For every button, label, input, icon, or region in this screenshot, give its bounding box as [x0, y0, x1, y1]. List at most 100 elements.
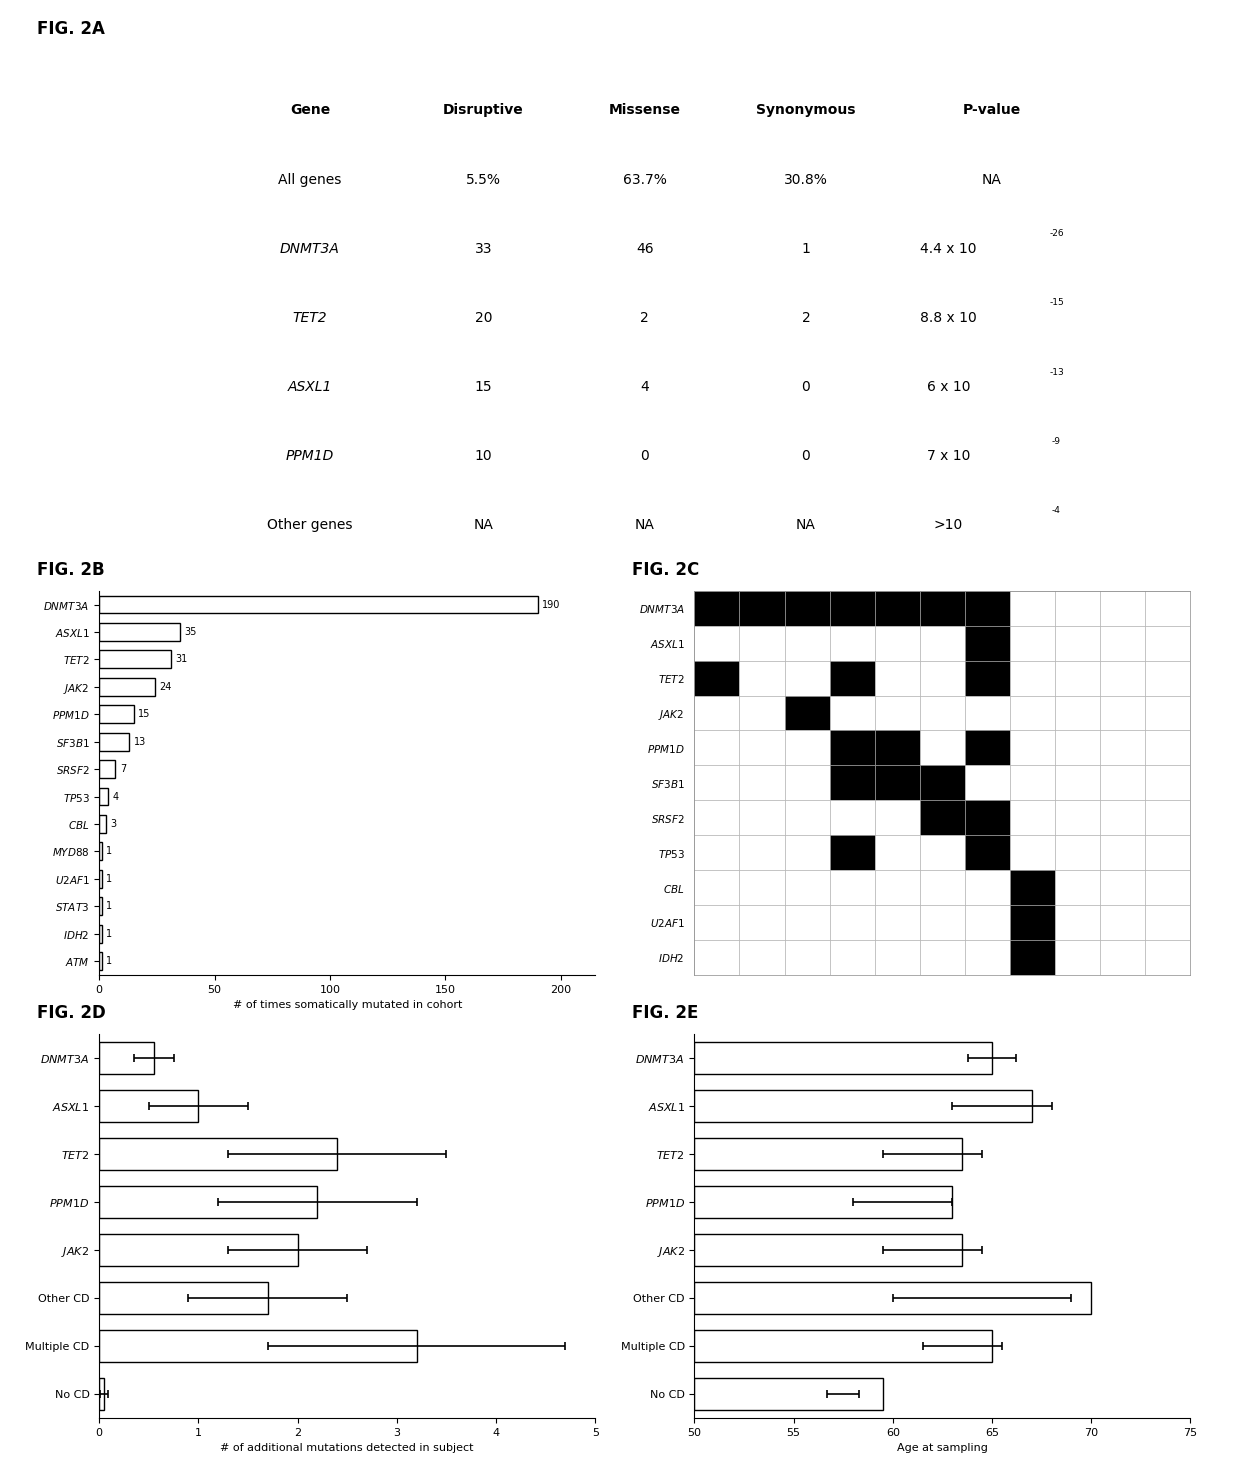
Text: Disruptive: Disruptive: [443, 103, 525, 118]
Bar: [1100, 905, 1146, 939]
Text: -9: -9: [1052, 437, 1061, 446]
Text: NA: NA: [635, 518, 655, 532]
Bar: [830, 660, 874, 696]
Bar: [874, 591, 920, 626]
Bar: [99, 1090, 198, 1121]
Bar: [1100, 660, 1146, 696]
Bar: [694, 835, 739, 870]
Bar: [1146, 835, 1190, 870]
Text: DNMT3A: DNMT3A: [280, 242, 340, 256]
Text: -13: -13: [1049, 368, 1064, 377]
Text: -26: -26: [1049, 229, 1064, 238]
Bar: [694, 905, 739, 939]
Bar: [99, 595, 537, 613]
Text: FIG. 2E: FIG. 2E: [632, 1004, 699, 1022]
Text: 10: 10: [475, 449, 492, 464]
Bar: [785, 696, 830, 731]
Bar: [965, 731, 1011, 765]
Text: 15: 15: [139, 709, 151, 719]
Bar: [99, 953, 102, 970]
Text: 0: 0: [640, 449, 650, 464]
Bar: [739, 696, 785, 731]
Bar: [1055, 626, 1100, 660]
Bar: [1100, 591, 1146, 626]
Text: 190: 190: [542, 600, 560, 610]
Bar: [965, 626, 1011, 660]
Bar: [694, 626, 739, 660]
Text: FIG. 2D: FIG. 2D: [37, 1004, 105, 1022]
Text: 0: 0: [801, 380, 811, 394]
Bar: [874, 905, 920, 939]
Bar: [830, 801, 874, 835]
Bar: [965, 801, 1011, 835]
Bar: [694, 696, 739, 731]
Bar: [694, 731, 739, 765]
Text: FIG. 2A: FIG. 2A: [37, 21, 105, 38]
Bar: [785, 835, 830, 870]
Bar: [1011, 696, 1055, 731]
Bar: [739, 905, 785, 939]
Bar: [830, 591, 874, 626]
Bar: [99, 870, 102, 888]
Text: 1: 1: [801, 242, 811, 256]
Bar: [965, 835, 1011, 870]
Bar: [694, 1043, 992, 1074]
Bar: [694, 1331, 992, 1362]
Bar: [99, 1331, 417, 1362]
Bar: [1100, 696, 1146, 731]
Bar: [1100, 765, 1146, 801]
Text: PPM1D: PPM1D: [286, 449, 334, 464]
Bar: [830, 835, 874, 870]
Text: ASXL1: ASXL1: [288, 380, 332, 394]
X-axis label: Age at sampling: Age at sampling: [897, 1443, 988, 1453]
Bar: [739, 591, 785, 626]
Bar: [1011, 939, 1055, 975]
Bar: [99, 925, 102, 942]
Bar: [785, 939, 830, 975]
Bar: [1146, 626, 1190, 660]
Text: P-value: P-value: [963, 103, 1021, 118]
Bar: [874, 696, 920, 731]
Text: 2: 2: [801, 310, 811, 325]
Bar: [965, 660, 1011, 696]
Bar: [99, 1235, 298, 1266]
Bar: [739, 870, 785, 905]
Bar: [99, 761, 115, 778]
Text: FIG. 2B: FIG. 2B: [37, 561, 105, 579]
Bar: [1055, 591, 1100, 626]
Bar: [99, 1186, 317, 1217]
Bar: [739, 835, 785, 870]
Bar: [739, 626, 785, 660]
Text: 4: 4: [640, 380, 650, 394]
Bar: [785, 731, 830, 765]
Bar: [1055, 870, 1100, 905]
Bar: [874, 765, 920, 801]
Text: NA: NA: [474, 518, 494, 532]
Bar: [920, 835, 965, 870]
Text: 24: 24: [159, 682, 171, 691]
Bar: [830, 905, 874, 939]
Text: -15: -15: [1049, 298, 1064, 307]
Bar: [99, 706, 134, 724]
Bar: [965, 905, 1011, 939]
Bar: [1146, 660, 1190, 696]
Bar: [99, 1043, 154, 1074]
Text: Other genes: Other genes: [268, 518, 352, 532]
Bar: [99, 678, 155, 696]
Text: 13: 13: [134, 737, 146, 747]
Bar: [920, 626, 965, 660]
Text: 33: 33: [475, 242, 492, 256]
Bar: [1146, 870, 1190, 905]
Bar: [694, 1139, 962, 1170]
Bar: [739, 660, 785, 696]
Bar: [694, 660, 739, 696]
Bar: [99, 1139, 337, 1170]
Bar: [1055, 660, 1100, 696]
Text: NA: NA: [796, 518, 816, 532]
Bar: [694, 1282, 1091, 1313]
Bar: [785, 765, 830, 801]
Bar: [1146, 765, 1190, 801]
X-axis label: # of additional mutations detected in subject: # of additional mutations detected in su…: [221, 1443, 474, 1453]
Bar: [920, 591, 965, 626]
Bar: [874, 660, 920, 696]
